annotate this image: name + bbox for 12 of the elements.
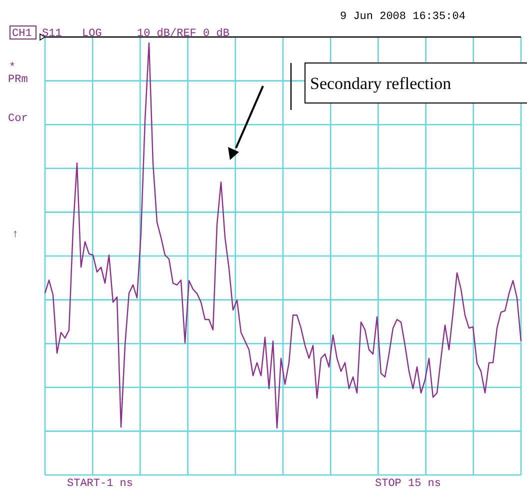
text: Cor [8,113,28,125]
text: CH1 [12,28,32,40]
text: START-1 ns [67,478,134,489]
text: PRm [8,74,28,86]
text: S11 [42,28,62,40]
text: 10 dB/REF 0 dB [137,28,230,40]
annotation: Secondary reflection [310,74,452,93]
text: 9 Jun 2008 16:35:04 [340,11,466,23]
text: STOP 15 ns [375,478,442,489]
text: ↑ [12,229,19,241]
text: LOG [82,28,102,40]
text: * [9,62,16,74]
